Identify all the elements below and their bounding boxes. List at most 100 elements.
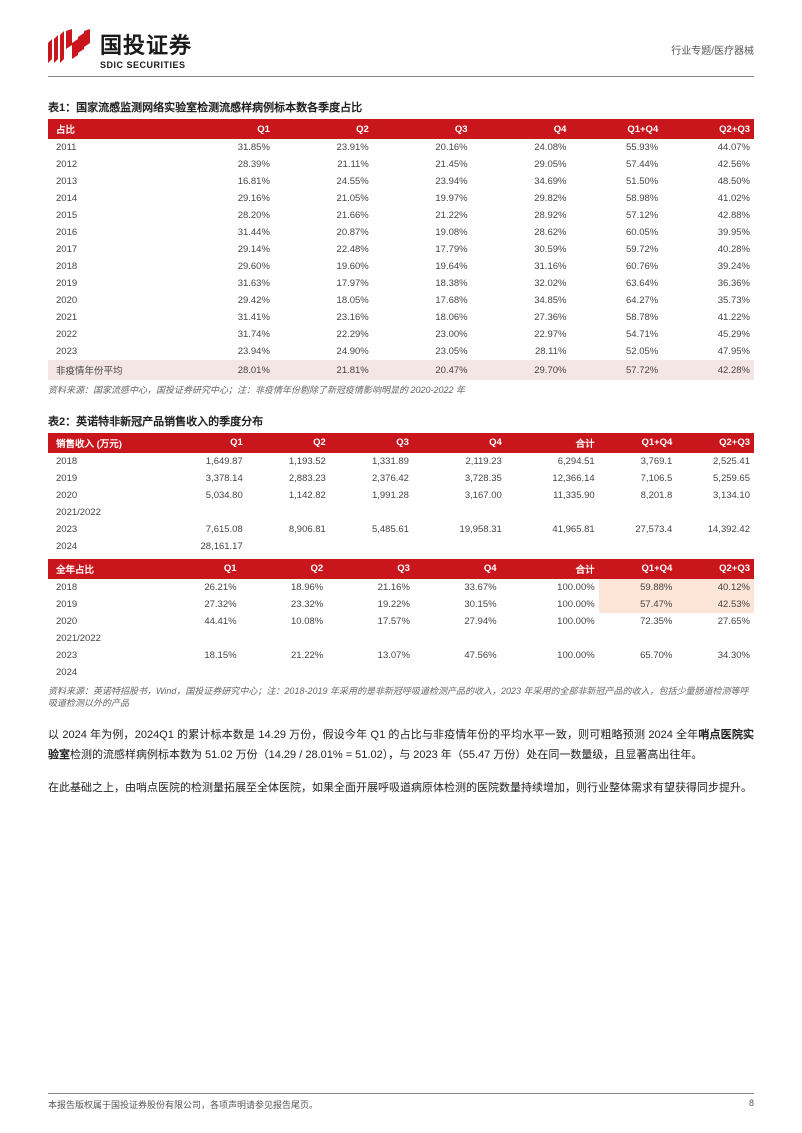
table-row: 20181,649.871,193.521,331.892,119.236,29… — [48, 453, 754, 470]
logo-text-zh: 国投证券 — [100, 28, 192, 60]
table-cell: 23.94% — [373, 173, 472, 190]
table-cell: 28.01% — [175, 360, 274, 380]
table-cell: 21.16% — [327, 579, 414, 596]
table-cell: 3,134.10 — [676, 487, 754, 504]
table-header-cell: Q1 — [154, 559, 241, 579]
table-cell: 23.94% — [175, 343, 274, 360]
table-cell: 27.65% — [676, 613, 754, 630]
table-row: 201829.60%19.60%19.64%31.16%60.76%39.24% — [48, 258, 754, 275]
table-row: 20205,034.801,142.821,991.283,167.0011,3… — [48, 487, 754, 504]
table-cell: 23.16% — [274, 309, 373, 326]
table-cell: 18.38% — [373, 275, 472, 292]
table-cell: 57.72% — [570, 360, 662, 380]
table-cell: 100.00% — [501, 579, 599, 596]
table-cell: 57.44% — [570, 156, 662, 173]
table-header-cell: 合计 — [501, 559, 599, 579]
header-category: 行业专题/医疗器械 — [671, 28, 754, 57]
table-header-cell: Q1+Q4 — [570, 119, 662, 139]
table-cell: 28.11% — [472, 343, 571, 360]
table-row: 201826.21%18.96%21.16%33.67%100.00%59.88… — [48, 579, 754, 596]
table-cell — [676, 538, 754, 555]
table-header-cell: Q1 — [154, 433, 247, 453]
table-header-cell: Q1+Q4 — [599, 433, 677, 453]
table-cell — [501, 630, 599, 647]
table-row: 2021/2022 — [48, 504, 754, 521]
table-cell: 24.90% — [274, 343, 373, 360]
table-header-cell: Q3 — [327, 559, 414, 579]
table-cell: 48.50% — [662, 173, 754, 190]
table-cell: 31.63% — [175, 275, 274, 292]
table-cell: 28,161.17 — [154, 538, 247, 555]
table-cell — [327, 664, 414, 681]
table-header-cell: 合计 — [506, 433, 599, 453]
table-cell: 20.16% — [373, 139, 472, 156]
table-cell: 19.08% — [373, 224, 472, 241]
table-cell: 27.36% — [472, 309, 571, 326]
table-cell: 65.70% — [599, 647, 677, 664]
table-cell: 34.30% — [676, 647, 754, 664]
table-row: 201131.85%23.91%20.16%24.08%55.93%44.07% — [48, 139, 754, 156]
table-cell: 2023 — [48, 343, 175, 360]
table-header-cell: Q4 — [472, 119, 571, 139]
table-row: 201729.14%22.48%17.79%30.59%59.72%40.28% — [48, 241, 754, 258]
table-cell: 28.39% — [175, 156, 274, 173]
table-cell: 2023 — [48, 647, 154, 664]
table-cell: 13.07% — [327, 647, 414, 664]
table-cell: 60.05% — [570, 224, 662, 241]
table-cell: 29.14% — [175, 241, 274, 258]
page-footer: 本报告版权属于国投证券股份有限公司，各项声明请参见报告尾页。 8 — [48, 1093, 754, 1111]
table-cell: 23.32% — [241, 596, 328, 613]
table-header-cell: Q2 — [274, 119, 373, 139]
table-cell: 16.81% — [175, 173, 274, 190]
table-cell: 2013 — [48, 173, 175, 190]
table-cell: 63.64% — [570, 275, 662, 292]
table-header-cell: Q2+Q3 — [676, 433, 754, 453]
table2a: 销售收入 (万元)Q1Q2Q3Q4合计Q1+Q4Q2+Q3 20181,649.… — [48, 433, 754, 555]
table-row: 20193,378.142,883.232,376.423,728.3512,3… — [48, 470, 754, 487]
table-cell: 57.47% — [599, 596, 677, 613]
table-cell: 7,615.08 — [154, 521, 247, 538]
table-header-cell: Q2+Q3 — [662, 119, 754, 139]
table-cell: 57.12% — [570, 207, 662, 224]
table-cell: 2020 — [48, 613, 154, 630]
table-cell — [599, 630, 677, 647]
table-cell: 100.00% — [501, 596, 599, 613]
table-cell: 100.00% — [501, 613, 599, 630]
table-cell: 24.08% — [472, 139, 571, 156]
table-cell: 18.96% — [241, 579, 328, 596]
table-cell: 60.76% — [570, 258, 662, 275]
table-row: 201931.63%17.97%18.38%32.02%63.64%36.36% — [48, 275, 754, 292]
table-cell: 2020 — [48, 487, 154, 504]
paragraph-2: 在此基础之上，由哨点医院的检测量拓展至全体医院，如果全面开展呼吸道病原体检测的医… — [48, 779, 754, 799]
page-number: 8 — [749, 1098, 754, 1111]
table-cell: 33.67% — [414, 579, 501, 596]
table-cell: 47.95% — [662, 343, 754, 360]
table-cell — [413, 504, 506, 521]
table-header-cell: Q3 — [330, 433, 413, 453]
table-cell: 41.02% — [662, 190, 754, 207]
table-header-cell: Q1 — [175, 119, 274, 139]
table-cell: 3,167.00 — [413, 487, 506, 504]
table-cell — [599, 538, 677, 555]
table-cell: 27.32% — [154, 596, 241, 613]
table-cell: 2,525.41 — [676, 453, 754, 470]
table-row: 202231.74%22.29%23.00%22.97%54.71%45.29% — [48, 326, 754, 343]
table-row: 201631.44%20.87%19.08%28.62%60.05%39.95% — [48, 224, 754, 241]
table-cell: 40.12% — [676, 579, 754, 596]
table-cell: 17.97% — [274, 275, 373, 292]
table-cell: 5,259.65 — [676, 470, 754, 487]
paragraph-1: 以 2024 年为例，2024Q1 的累计标本数是 14.29 万份，假设今年 … — [48, 726, 754, 766]
table-cell — [154, 504, 247, 521]
table-cell — [330, 504, 413, 521]
table-cell: 2018 — [48, 258, 175, 275]
table-cell: 42.28% — [662, 360, 754, 380]
table-header-cell: Q3 — [373, 119, 472, 139]
table-cell: 29.16% — [175, 190, 274, 207]
table-cell: 19.60% — [274, 258, 373, 275]
table-cell: 8,201.8 — [599, 487, 677, 504]
table-cell — [506, 538, 599, 555]
table-cell: 2021/2022 — [48, 630, 154, 647]
table-cell: 2,119.23 — [413, 453, 506, 470]
table-cell — [154, 630, 241, 647]
table-cell — [241, 630, 328, 647]
